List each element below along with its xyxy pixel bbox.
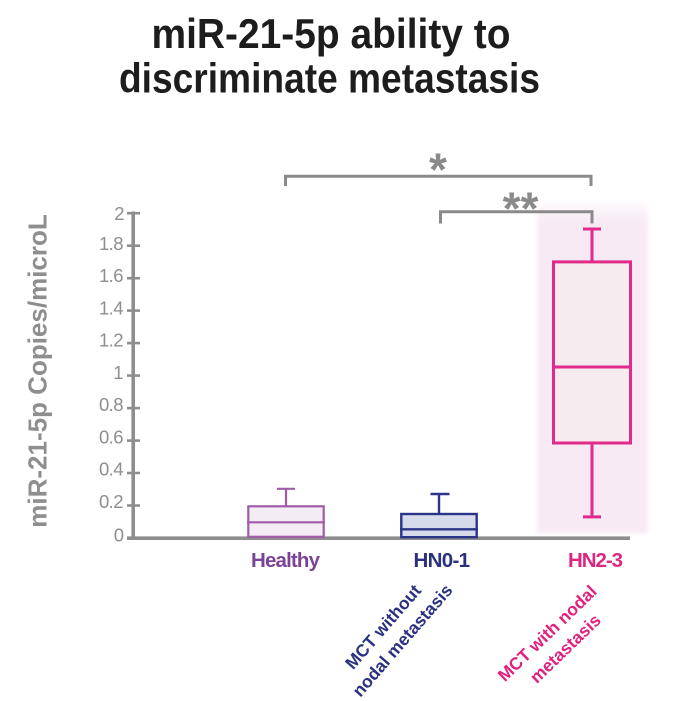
- svg-text:1.6: 1.6: [99, 265, 124, 286]
- svg-text:*: *: [429, 144, 447, 196]
- svg-text:HN0-1: HN0-1: [414, 549, 471, 572]
- svg-text:0.4: 0.4: [99, 459, 124, 480]
- svg-text:Healthy: Healthy: [251, 549, 321, 572]
- svg-text:2: 2: [114, 203, 124, 224]
- svg-text:MCT without nodal metast: MCT without nodal metastasis: [331, 565, 457, 701]
- svg-text:**: **: [503, 182, 539, 234]
- svg-text:1.8: 1.8: [99, 233, 124, 254]
- svg-text:1.4: 1.4: [99, 297, 124, 318]
- svg-text:0.8: 0.8: [99, 394, 124, 415]
- svg-text:miR-21-5p Copies/microL: miR-21-5p Copies/microL: [23, 214, 53, 528]
- svg-text:discriminate metastasis: discriminate metastasis: [119, 55, 540, 102]
- svg-text:1.2: 1.2: [99, 330, 124, 351]
- svg-text:miR-21-5p ability to: miR-21-5p ability to: [152, 10, 511, 57]
- svg-text:0.2: 0.2: [99, 491, 124, 512]
- svg-text:HN2-3: HN2-3: [568, 549, 623, 572]
- svg-text:1: 1: [113, 362, 123, 383]
- svg-text:0.6: 0.6: [99, 426, 124, 447]
- svg-text:MCT with nodal metastasi: MCT with nodal metastasis: [494, 578, 621, 701]
- svg-text:0: 0: [114, 525, 124, 546]
